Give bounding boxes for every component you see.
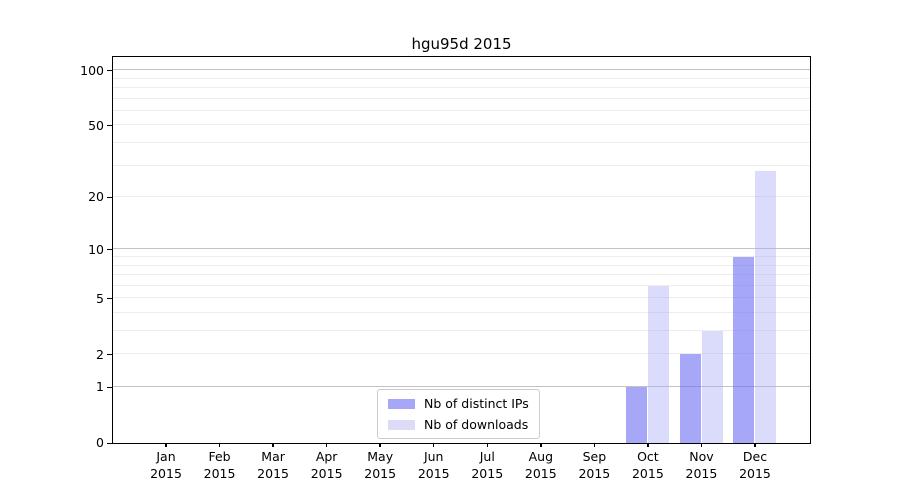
y-tick-label-5: 5 (96, 290, 104, 306)
x-tick-month-mar: Mar (261, 449, 285, 464)
legend-item-downloads: Nb of downloads (388, 418, 529, 431)
x-tick-mark-oct (647, 443, 649, 447)
x-tick-label-may: May 2015 (348, 448, 412, 482)
x-tick-month-may: May (367, 449, 394, 464)
gridline-minor-20 (113, 196, 810, 198)
y-tick-label-50: 50 (88, 117, 104, 133)
gridline-minor-4 (113, 312, 810, 313)
x-tick-month-sep: Sep (582, 449, 607, 464)
x-tick-year-oct: 2015 (631, 466, 664, 481)
gridline-major-100 (113, 69, 810, 71)
x-tick-mark-dec (754, 443, 756, 447)
gridline-minor-40 (113, 142, 810, 144)
chart-title: hgu95d 2015 (411, 35, 512, 53)
x-tick-mark-jul (486, 443, 488, 447)
gridline-minor-80 (113, 87, 810, 89)
gridline-minor-50 (113, 124, 810, 126)
x-tick-mark-may (379, 443, 381, 447)
x-tick-year-apr: 2015 (310, 466, 343, 481)
legend-swatch-downloads (388, 419, 415, 430)
bar-nb-of-downloads-dec (755, 171, 777, 443)
gridline-minor-30 (113, 164, 810, 166)
x-tick-year-jul: 2015 (471, 466, 504, 481)
legend-label-downloads: Nb of downloads (424, 417, 529, 432)
x-tick-mark-sep (593, 443, 596, 447)
x-tick-label-aug: Aug 2015 (509, 448, 573, 482)
gridline-major-10 (113, 248, 810, 250)
x-tick-month-apr: Apr (315, 449, 338, 464)
gridline-minor-2 (113, 353, 810, 355)
x-tick-year-nov: 2015 (685, 466, 718, 481)
x-tick-year-may: 2015 (364, 466, 397, 481)
gridline-minor-90 (113, 77, 810, 79)
x-tick-month-aug: Aug (528, 449, 554, 464)
gridline-minor-9 (113, 256, 810, 258)
x-tick-label-feb: Feb 2015 (188, 448, 252, 482)
bar-nb-of-distinct-ips-dec (733, 257, 755, 443)
x-tick-mark-jan (165, 443, 167, 447)
y-tick-mark-100 (107, 69, 112, 72)
bar-nb-of-distinct-ips-nov (679, 354, 701, 443)
y-tick-mark-5 (107, 297, 112, 300)
x-tick-year-mar: 2015 (257, 466, 289, 481)
x-tick-month-oct: Oct (637, 449, 659, 464)
x-tick-month-jan: Jan (156, 449, 176, 464)
legend: Nb of distinct IPs Nb of downloads (377, 389, 540, 439)
x-tick-label-oct: Oct 2015 (616, 448, 680, 482)
x-tick-label-dec: Dec 2015 (723, 448, 787, 482)
gridline-minor-8 (113, 264, 810, 266)
legend-swatch-distinct-ips (388, 398, 415, 409)
x-tick-month-feb: Feb (208, 449, 231, 464)
x-tick-label-jul: Jul 2015 (455, 448, 519, 482)
gridline-minor-5 (113, 297, 810, 299)
gridline-minor-3 (113, 330, 810, 332)
x-tick-month-dec: Dec (742, 449, 768, 464)
y-tick-label-0: 0 (96, 435, 104, 451)
gridline-major-1 (113, 386, 810, 388)
y-tick-mark-20 (107, 196, 112, 199)
y-tick-label-100: 100 (80, 62, 104, 78)
x-tick-mark-feb (218, 443, 221, 447)
x-tick-label-apr: Apr 2015 (295, 448, 359, 482)
x-tick-year-aug: 2015 (524, 466, 557, 481)
gridline-minor-70 (113, 97, 810, 99)
y-tick-label-1: 1 (96, 379, 104, 395)
gridline-minor-6 (113, 284, 810, 286)
y-tick-mark-50 (107, 125, 112, 127)
y-tick-mark-0 (107, 442, 112, 444)
bar-nb-of-distinct-ips-oct (626, 387, 648, 443)
x-tick-label-mar: Mar 2015 (241, 448, 305, 482)
y-tick-mark-1 (107, 386, 112, 388)
x-tick-year-dec: 2015 (739, 466, 771, 481)
x-tick-label-jun: Jun 2015 (402, 448, 466, 482)
x-tick-mark-aug (540, 443, 542, 447)
x-tick-label-sep: Sep 2015 (562, 448, 626, 482)
x-tick-mark-nov (700, 443, 703, 447)
x-tick-month-jul: Jul (479, 449, 495, 464)
x-tick-label-nov: Nov 2015 (669, 448, 733, 482)
gridline-minor-60 (113, 109, 810, 111)
x-tick-year-jan: 2015 (150, 466, 182, 481)
gridline-minor-7 (113, 274, 810, 276)
y-tick-mark-10 (107, 248, 112, 251)
bar-nb-of-downloads-oct (648, 285, 670, 443)
y-tick-mark-2 (107, 353, 112, 356)
x-tick-mark-mar (272, 443, 274, 447)
x-tick-mark-apr (325, 443, 328, 447)
legend-label-distinct-ips: Nb of distinct IPs (424, 396, 529, 411)
x-tick-month-jun: Jun (423, 449, 444, 464)
x-tick-label-jan: Jan 2015 (134, 448, 198, 482)
plot-area: Nb of distinct IPs Nb of downloads (112, 56, 811, 444)
y-tick-label-2: 2 (96, 346, 104, 362)
x-tick-mark-jun (433, 443, 435, 447)
x-tick-month-nov: Nov (689, 449, 714, 464)
y-tick-label-10: 10 (88, 241, 104, 257)
x-tick-year-feb: 2015 (203, 466, 236, 481)
x-tick-year-sep: 2015 (578, 466, 611, 481)
x-tick-year-jun: 2015 (417, 466, 450, 481)
y-tick-label-20: 20 (88, 189, 104, 205)
legend-item-distinct-ips: Nb of distinct IPs (388, 397, 529, 410)
bar-nb-of-downloads-nov (701, 331, 723, 443)
